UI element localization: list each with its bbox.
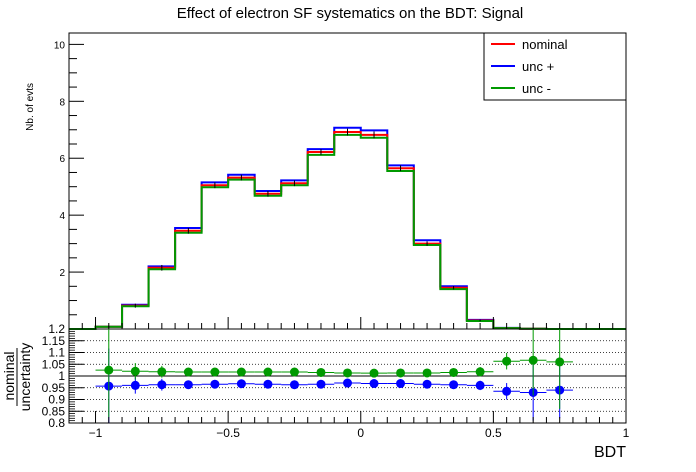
ratio-point <box>449 367 459 377</box>
ratio-point <box>289 367 299 377</box>
ratio-tick-label: 0.9 <box>48 393 65 407</box>
ratio-y-label-numerator: nominal <box>1 351 17 400</box>
x-tick-label: 1 <box>623 426 630 440</box>
main-y-axis: 2 4 6 8 10 <box>54 40 84 330</box>
ratio-point <box>449 380 459 390</box>
ratio-point <box>210 367 220 377</box>
ratio-point <box>130 380 140 390</box>
ratio-point-layer <box>95 329 573 423</box>
ratio-point <box>104 365 114 375</box>
ratio-point <box>263 367 273 377</box>
ratio-point <box>369 368 379 378</box>
ratio-point <box>396 379 406 389</box>
ratio-point <box>369 379 379 389</box>
ratio-point <box>289 380 299 390</box>
ratio-point <box>422 368 432 378</box>
ratio-tick-label: 0.8 <box>48 416 65 430</box>
histogram-layer <box>69 126 626 330</box>
histogram-nominal <box>69 131 626 330</box>
y-tick-label: 4 <box>59 211 65 222</box>
y-tick-label: 8 <box>59 97 65 108</box>
x-tick-label: 0 <box>357 426 364 440</box>
x-tick-label: −0.5 <box>216 426 240 440</box>
legend-label-nominal: nominal <box>522 37 568 52</box>
ratio-point <box>183 367 193 377</box>
histogram-unc-minus <box>69 133 626 330</box>
ratio-point <box>502 386 512 396</box>
ratio-point <box>130 366 140 376</box>
ratio-point <box>343 368 352 378</box>
ratio-tick-label: 0.85 <box>42 404 66 418</box>
ratio-tick-label: 1.1 <box>48 346 65 360</box>
ratio-point <box>422 379 432 389</box>
ratio-point <box>183 380 193 390</box>
x-tick-label: −1 <box>89 426 103 440</box>
ratio-point <box>316 379 326 389</box>
ratio-point <box>157 367 167 377</box>
x-axis-label: BDT <box>594 444 626 461</box>
ratio-point <box>157 380 167 390</box>
y-tick-label: 6 <box>59 154 65 165</box>
x-tick-label: 0.5 <box>485 426 502 440</box>
ratio-tick-label: 0.95 <box>42 381 66 395</box>
ratio-point <box>236 367 246 377</box>
legend-label-unc-plus: unc + <box>522 59 554 74</box>
ratio-point <box>236 379 246 389</box>
legend: nominal unc + unc - <box>483 32 627 101</box>
ratio-tick-label: 1.2 <box>48 322 65 336</box>
ratio-point <box>396 368 406 378</box>
chart-title: Effect of electron SF systematics on the… <box>177 5 524 22</box>
ratio-point <box>210 379 220 389</box>
ratio-point <box>502 356 512 366</box>
ratio-point <box>263 379 273 389</box>
ratio-point <box>343 378 352 388</box>
ratio-tick-label: 1.15 <box>42 334 66 348</box>
legend-label-unc-minus: unc - <box>522 81 551 96</box>
ratio-y-label: nominal uncertainty <box>1 343 33 411</box>
ratio-point <box>475 367 485 377</box>
x-axis: −1 −0.5 0 0.5 1 <box>68 317 630 440</box>
ratio-y-label-denominator: uncertainty <box>17 343 33 411</box>
ratio-point <box>528 355 538 365</box>
ratio-point <box>555 357 565 367</box>
ratio-point <box>475 380 485 390</box>
histogram-unc-plus <box>69 126 626 330</box>
ratio-tick-label: 1 <box>58 369 65 383</box>
ratio-tick-label: 1.05 <box>42 357 66 371</box>
ratio-point <box>316 367 326 377</box>
y-axis-label: Nb. of evts <box>25 83 36 131</box>
y-tick-label: 10 <box>54 40 66 51</box>
y-tick-label: 2 <box>59 268 65 279</box>
error-bar-layer <box>108 128 481 328</box>
